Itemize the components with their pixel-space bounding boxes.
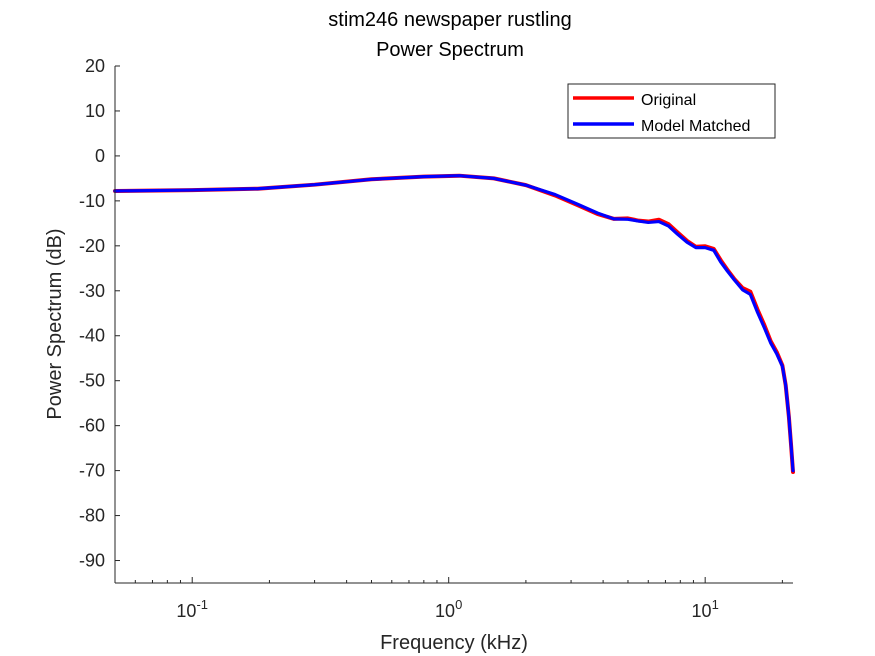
y-tick-label: -30	[79, 281, 105, 301]
y-tick-label: -50	[79, 371, 105, 391]
plot-lines	[113, 173, 795, 474]
y-axis-ticks: 20 10 0 -10 -20 -30 -40 -50 -60 -70 -80 -90	[79, 56, 120, 571]
y-tick-label: -60	[79, 416, 105, 436]
y-tick-label: -40	[79, 326, 105, 346]
chart-subtitle: Power Spectrum	[376, 39, 524, 61]
legend-label-model-matched: Model Matched	[641, 118, 750, 135]
y-tick-label: -70	[79, 461, 105, 481]
y-tick-label: -20	[79, 236, 105, 256]
y-tick-label: -80	[79, 506, 105, 526]
legend-box	[567, 83, 776, 139]
x-axis-ticks: 10-1 100 101	[114, 577, 783, 621]
y-tick-label: 10	[85, 101, 105, 121]
x-tick-label: 100	[435, 597, 462, 621]
y-tick-label: -10	[79, 191, 105, 211]
y-tick-label: 20	[85, 56, 105, 76]
legend-label-original: Original	[641, 92, 696, 109]
y-tick-label: 0	[95, 146, 105, 166]
series-line-model-matched	[113, 174, 795, 473]
y-tick-label: -90	[79, 551, 105, 571]
legend: Original Model Matched	[567, 83, 776, 139]
x-axis-label: Frequency (kHz)	[380, 632, 528, 654]
chart-title: stim246 newspaper rustling	[328, 9, 571, 31]
x-tick-label: 10-1	[176, 597, 208, 621]
x-tick-label: 101	[692, 597, 719, 621]
y-axis-label: Power Spectrum (dB)	[44, 228, 66, 419]
